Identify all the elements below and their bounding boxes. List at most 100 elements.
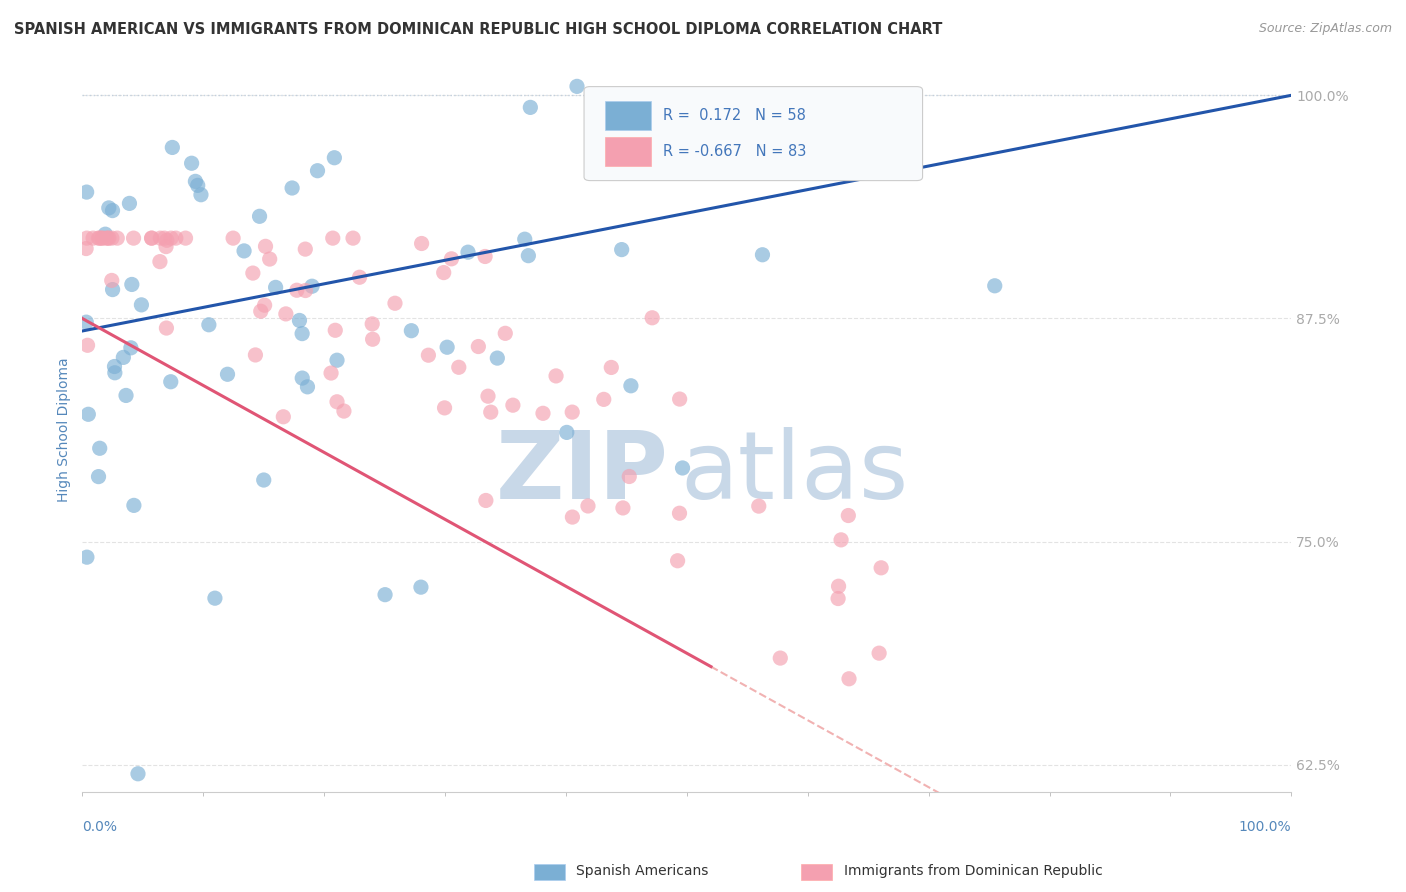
Point bbox=[301, 279, 323, 293]
Point bbox=[149, 231, 172, 245]
Point bbox=[97, 201, 120, 215]
Point bbox=[477, 389, 499, 403]
Point bbox=[184, 174, 207, 188]
Point bbox=[89, 231, 111, 245]
Point bbox=[82, 231, 104, 245]
Point bbox=[249, 304, 271, 318]
Point bbox=[96, 231, 118, 245]
Point bbox=[242, 266, 264, 280]
Point bbox=[555, 425, 578, 440]
Point bbox=[384, 296, 406, 310]
FancyBboxPatch shape bbox=[583, 87, 922, 180]
Point bbox=[165, 231, 187, 245]
Point bbox=[253, 298, 276, 312]
Point bbox=[122, 231, 145, 245]
Point bbox=[531, 406, 554, 420]
Point bbox=[319, 366, 342, 380]
Point bbox=[187, 178, 209, 193]
Point bbox=[333, 404, 356, 418]
Text: 100.0%: 100.0% bbox=[1239, 821, 1291, 834]
Point bbox=[502, 398, 524, 412]
Point bbox=[307, 163, 329, 178]
Point bbox=[474, 250, 496, 264]
Point bbox=[342, 231, 364, 245]
Point bbox=[274, 307, 297, 321]
Point bbox=[610, 243, 633, 257]
Point bbox=[174, 231, 197, 245]
Point bbox=[155, 239, 177, 253]
Text: ZIP: ZIP bbox=[496, 427, 669, 519]
Y-axis label: High School Diploma: High School Diploma bbox=[58, 358, 72, 502]
Point bbox=[141, 231, 163, 245]
Point bbox=[101, 283, 124, 297]
Point bbox=[131, 298, 153, 312]
Point bbox=[253, 473, 276, 487]
Point bbox=[668, 506, 690, 520]
Point bbox=[494, 326, 516, 341]
Point bbox=[155, 321, 177, 335]
Point bbox=[291, 371, 314, 385]
Point bbox=[374, 588, 396, 602]
Point bbox=[76, 550, 98, 565]
Point bbox=[870, 561, 893, 575]
Point bbox=[619, 469, 641, 483]
Point bbox=[411, 236, 433, 251]
Point bbox=[118, 196, 141, 211]
Point bbox=[447, 360, 470, 375]
Point bbox=[285, 283, 308, 297]
Point bbox=[517, 249, 540, 263]
Point bbox=[160, 231, 183, 245]
Point bbox=[668, 392, 690, 406]
Point bbox=[513, 232, 536, 246]
Point bbox=[868, 646, 890, 660]
Bar bbox=[605, 101, 651, 130]
Point bbox=[281, 181, 304, 195]
Point bbox=[326, 394, 349, 409]
Point bbox=[97, 231, 120, 245]
Point bbox=[264, 280, 287, 294]
Point bbox=[294, 242, 316, 256]
Point bbox=[204, 591, 226, 606]
Point bbox=[984, 278, 1007, 293]
Point bbox=[159, 375, 181, 389]
Point bbox=[104, 366, 127, 380]
Point bbox=[433, 266, 456, 280]
Point bbox=[361, 317, 384, 331]
Point bbox=[291, 326, 314, 341]
Point bbox=[162, 140, 184, 154]
Point bbox=[666, 554, 689, 568]
Point bbox=[751, 248, 773, 262]
Point bbox=[75, 242, 97, 256]
Point bbox=[748, 499, 770, 513]
Point bbox=[830, 533, 852, 547]
Point bbox=[87, 469, 110, 483]
Point bbox=[121, 277, 143, 292]
Text: Spanish Americans: Spanish Americans bbox=[576, 864, 709, 879]
Point bbox=[769, 651, 792, 665]
Point bbox=[120, 341, 142, 355]
Point bbox=[457, 245, 479, 260]
Point bbox=[837, 508, 859, 523]
Point bbox=[288, 313, 311, 327]
Point bbox=[198, 318, 221, 332]
Point bbox=[620, 378, 643, 392]
Text: 0.0%: 0.0% bbox=[83, 821, 117, 834]
Point bbox=[561, 510, 583, 524]
Point bbox=[76, 185, 98, 199]
Point bbox=[103, 359, 125, 374]
Point bbox=[479, 405, 502, 419]
Point bbox=[297, 380, 319, 394]
Point bbox=[90, 231, 112, 245]
Point bbox=[75, 315, 97, 329]
Point bbox=[561, 405, 583, 419]
Point bbox=[217, 368, 239, 382]
Point bbox=[94, 227, 117, 242]
Point bbox=[156, 233, 179, 247]
Point bbox=[97, 231, 120, 245]
Point bbox=[592, 392, 614, 407]
Point bbox=[141, 231, 163, 245]
Point bbox=[76, 231, 98, 245]
Point bbox=[440, 252, 463, 266]
Point bbox=[326, 353, 349, 368]
Point bbox=[409, 580, 432, 594]
